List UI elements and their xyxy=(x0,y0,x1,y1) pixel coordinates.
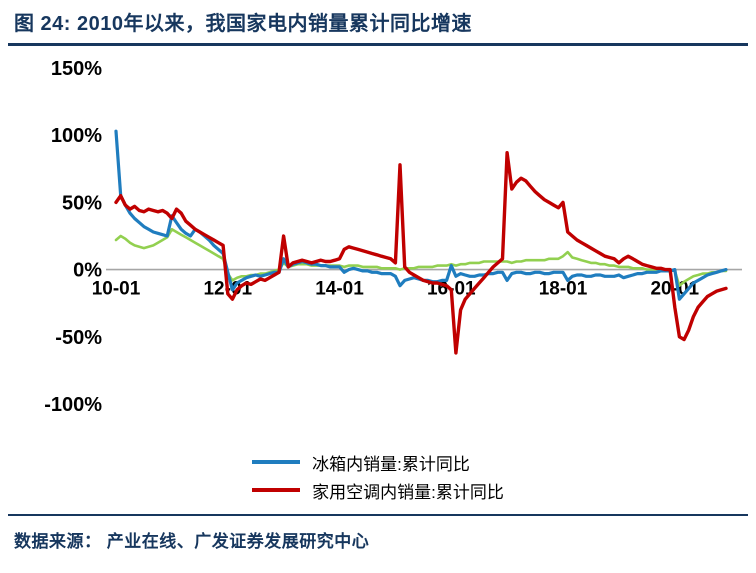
x-tick-label: 10-01 xyxy=(92,279,141,300)
series-line-ac xyxy=(114,150,728,355)
title-underline xyxy=(8,43,748,46)
legend-swatch-ac xyxy=(252,488,301,492)
series-line-fridge xyxy=(114,129,728,301)
chart-area: 150% 100% 50% 0% -50% -100% 10-01 12-01 14-01 16-… xyxy=(0,46,756,446)
x-tick-label: 20-01 xyxy=(650,279,699,300)
footer-divider xyxy=(8,514,748,516)
y-tick-label: -50% xyxy=(55,327,102,349)
x-tick-label: 18-01 xyxy=(539,279,588,300)
legend-label-ac: 家用空调内销量:累计同比 xyxy=(312,482,504,502)
legend-item-ac: 家用空调内销量:累计同比 xyxy=(252,476,504,504)
figure-title: 图 24: 2010年以来，我国家电内销量累计同比增速 xyxy=(14,13,473,35)
y-tick-label: 150% xyxy=(51,58,102,80)
y-tick-label: 50% xyxy=(62,192,102,214)
chart-legend: 冰箱内销量:累计同比家用空调内销量:累计同比 xyxy=(0,448,756,504)
line-chart: 150%100%50%0%-50%-100%10-01 12-01 14-01 16-… xyxy=(44,58,742,416)
x-tick-label: 14-01 xyxy=(315,279,364,300)
legend-swatch-fridge xyxy=(252,460,301,464)
legend-label-fridge: 冰箱内销量:累计同比 xyxy=(312,454,470,474)
legend-items: 冰箱内销量:累计同比家用空调内销量:累计同比 xyxy=(252,448,504,504)
y-tick-label: 100% xyxy=(51,125,102,147)
y-tick-label: -100% xyxy=(44,394,102,416)
y-tick-label: 0% xyxy=(73,260,102,282)
legend-item-fridge: 冰箱内销量:累计同比 xyxy=(252,448,504,476)
data-source: 数据来源： 产业在线、广发证券发展研究中心 xyxy=(14,532,370,551)
series-line-unlabeled-green xyxy=(114,228,728,287)
